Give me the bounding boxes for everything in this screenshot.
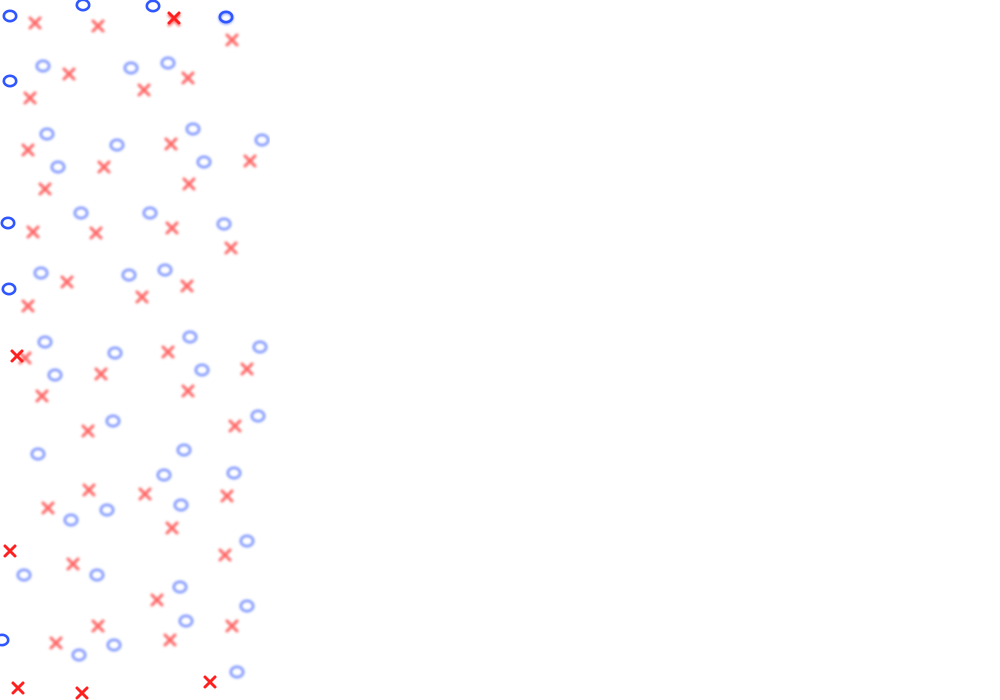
x-piece: [238, 360, 256, 378]
x-piece: [179, 382, 197, 400]
o-piece: [104, 412, 122, 430]
o-piece: [72, 204, 90, 222]
o-piece: [253, 131, 270, 149]
x-piece: [179, 69, 197, 87]
x-piece: [178, 277, 196, 295]
o-piece: [193, 361, 211, 379]
x-piece: [19, 297, 37, 315]
o-piece: [1, 7, 19, 25]
o-piece: [1, 72, 19, 90]
o-piece: [215, 215, 233, 233]
x-piece: [19, 141, 37, 159]
o-piece: [217, 8, 235, 26]
o-piece: [70, 646, 88, 664]
o-piece: [156, 261, 174, 279]
x-piece: [39, 499, 57, 517]
o-piece: [105, 636, 123, 654]
o-piece: [36, 333, 54, 351]
x-piece: [226, 417, 244, 435]
o-piece: [159, 54, 177, 72]
x-piece: [159, 343, 177, 361]
o-piece: [62, 511, 80, 529]
x-piece: [161, 631, 179, 649]
o-piece: [195, 153, 213, 171]
x-piece: [163, 519, 181, 537]
o-piece: [38, 125, 56, 143]
o-piece: [238, 597, 256, 615]
o-piece: [238, 532, 256, 550]
x-piece: [218, 487, 236, 505]
o-piece: [171, 578, 189, 596]
x-piece: [223, 31, 241, 49]
o-piece: [225, 464, 243, 482]
o-piece: [175, 441, 193, 459]
o-piece: [106, 344, 124, 362]
x-piece: [24, 223, 42, 241]
x-piece: [165, 9, 183, 27]
o-piece: [181, 328, 199, 346]
o-piece: [15, 566, 33, 584]
x-piece: [79, 422, 97, 440]
x-piece: [201, 673, 219, 691]
o-piece: [0, 280, 18, 298]
x-piece: [223, 617, 241, 635]
o-piece: [120, 266, 138, 284]
x-piece: [135, 81, 153, 99]
x-piece: [148, 591, 166, 609]
board-edge-marks: [0, 0, 270, 700]
o-piece: [228, 663, 246, 681]
o-piece: [34, 57, 52, 75]
x-piece: [80, 481, 98, 499]
x-piece: [89, 17, 107, 35]
x-piece: [87, 224, 105, 242]
x-piece: [133, 288, 151, 306]
x-piece: [58, 273, 76, 291]
x-piece: [26, 14, 44, 32]
x-piece: [21, 89, 39, 107]
o-piece: [177, 612, 195, 630]
o-piece: [155, 466, 173, 484]
o-piece: [249, 407, 267, 425]
o-piece: [32, 264, 50, 282]
x-piece: [180, 175, 198, 193]
game-board[interactable]: [0, 0, 270, 700]
x-piece: [136, 485, 154, 503]
o-piece: [172, 496, 190, 514]
o-piece: [0, 214, 17, 232]
x-piece: [216, 546, 234, 564]
o-piece: [88, 566, 106, 584]
x-piece: [89, 617, 107, 635]
x-piece: [47, 634, 65, 652]
x-piece: [1, 542, 19, 560]
x-piece: [36, 180, 54, 198]
x-piece: [8, 347, 26, 365]
x-piece: [241, 152, 259, 170]
o-piece: [98, 501, 116, 519]
x-piece: [92, 365, 110, 383]
o-piece: [108, 136, 126, 154]
o-piece: [46, 366, 64, 384]
x-piece: [222, 239, 240, 257]
x-piece: [64, 555, 82, 573]
o-piece: [29, 445, 47, 463]
o-piece: [184, 120, 202, 138]
x-piece: [95, 158, 113, 176]
o-piece: [144, 0, 162, 15]
o-piece: [122, 59, 140, 77]
o-piece: [0, 631, 11, 649]
o-piece: [251, 338, 269, 356]
o-piece: [49, 158, 67, 176]
o-piece: [74, 0, 92, 14]
x-piece: [162, 135, 180, 153]
board-grid: [15, 0, 270, 681]
x-piece: [163, 219, 181, 237]
o-piece: [141, 204, 159, 222]
x-piece: [73, 684, 91, 700]
x-piece: [33, 387, 51, 405]
x-piece: [60, 65, 78, 83]
x-piece: [9, 679, 27, 697]
